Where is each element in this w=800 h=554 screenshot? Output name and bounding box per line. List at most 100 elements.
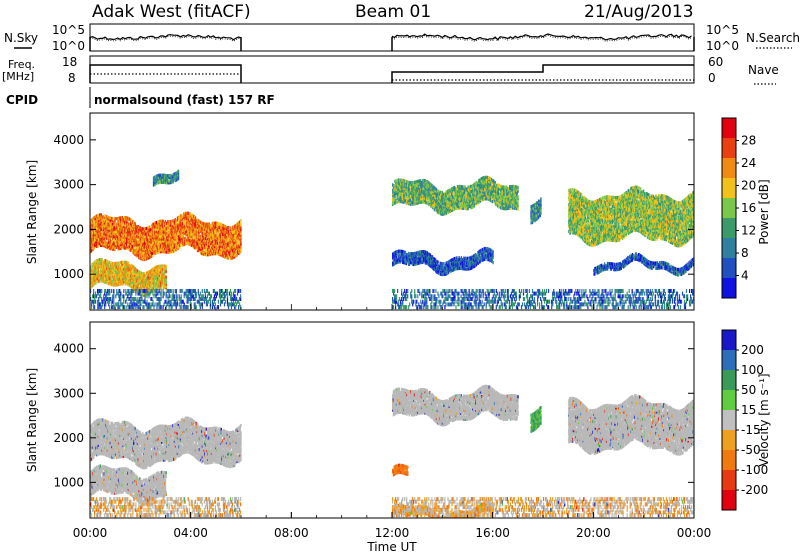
scatter-cell xyxy=(147,245,149,250)
scatter-cell xyxy=(173,223,176,228)
scatter-cell xyxy=(161,269,164,273)
scatter-cell xyxy=(212,239,214,243)
scatter-cell xyxy=(222,252,224,256)
scatter-cell xyxy=(111,229,114,233)
scatter-cell xyxy=(410,184,413,188)
scatter-cell xyxy=(120,234,122,238)
scatter-cell xyxy=(126,245,128,249)
scatter-cell xyxy=(148,234,150,238)
scatter-cell xyxy=(232,225,235,229)
scatter-cell xyxy=(411,197,413,201)
scatter-cell xyxy=(151,239,154,243)
scatter-cell xyxy=(208,238,210,242)
scatter-cell xyxy=(156,233,158,237)
scatter-cell xyxy=(227,231,229,235)
scatter-cell xyxy=(150,251,152,255)
scatter-cell xyxy=(208,233,210,237)
scatter-cell xyxy=(90,275,92,279)
scatter-cell xyxy=(219,233,221,237)
scatter-cell xyxy=(101,242,103,246)
scatter-cell xyxy=(208,245,210,249)
scatter-cell xyxy=(158,175,160,179)
scatter-cell xyxy=(213,235,216,240)
scatter-cell xyxy=(163,173,165,177)
scatter-cell xyxy=(227,243,229,248)
scatter-cell xyxy=(151,273,154,277)
scatter-cell xyxy=(213,241,215,245)
scatter-cell xyxy=(240,246,242,250)
scatter-cell xyxy=(147,254,149,258)
scatter-cell xyxy=(134,285,136,289)
scatter-cell xyxy=(127,216,129,220)
scatter-cell xyxy=(109,268,111,272)
scatter-cell xyxy=(175,244,177,248)
scatter-cell xyxy=(232,241,235,245)
scatter-cell xyxy=(187,236,189,240)
scatter-cell xyxy=(98,270,100,274)
scatter-cell xyxy=(220,253,222,257)
scatter-cell xyxy=(176,232,179,236)
scatter-cell xyxy=(131,228,133,232)
noise-tick-bottom-left: 10^0 xyxy=(52,39,85,53)
scatter-cell xyxy=(175,230,177,234)
scatter-cell xyxy=(201,236,204,240)
scatter-cell xyxy=(114,274,117,278)
scatter-cell xyxy=(139,274,142,278)
scatter-cell xyxy=(204,222,206,226)
scatter-cell xyxy=(115,227,118,232)
scatter-cell xyxy=(96,259,98,263)
scatter-cell xyxy=(159,175,162,179)
scatter-cell xyxy=(163,221,165,225)
scatter-cell xyxy=(392,190,394,194)
scatter-cell xyxy=(91,227,93,231)
scatter-cell xyxy=(115,242,118,246)
scatter-cell xyxy=(105,280,107,284)
scatter-cell xyxy=(213,232,216,236)
scatter-cell xyxy=(164,180,166,185)
scatter-cell xyxy=(163,244,165,248)
scatter-cell xyxy=(188,222,190,226)
scatter-cell xyxy=(410,186,413,190)
scatter-cell xyxy=(170,237,172,241)
scatter-cell xyxy=(148,287,151,292)
scatter-cell xyxy=(121,239,124,243)
scatter-cell xyxy=(93,268,95,272)
scatter-cell xyxy=(151,223,154,227)
scatter-cell xyxy=(124,230,126,234)
scatter-cell xyxy=(412,200,414,204)
scatter-cell xyxy=(114,235,117,239)
scatter-cell xyxy=(112,281,115,285)
scatter-cell xyxy=(173,218,175,223)
scatter-cell xyxy=(109,239,111,243)
scatter-cell xyxy=(238,236,241,240)
scatter-cell xyxy=(222,238,224,242)
scatter-cell xyxy=(138,256,140,260)
nave-tick-bottom: 0 xyxy=(708,71,716,85)
scatter-cell xyxy=(182,216,185,220)
scatter-cell xyxy=(414,187,416,191)
scatter-cell xyxy=(98,240,100,244)
scatter-cell xyxy=(130,248,132,252)
scatter-cell xyxy=(128,247,130,251)
scatter-cell xyxy=(197,227,199,231)
scatter-cell xyxy=(410,182,413,187)
scatter-cell xyxy=(178,245,180,250)
scatter-cell xyxy=(220,230,222,234)
scatter-cell xyxy=(405,183,407,187)
nave-tick-top: 60 xyxy=(708,55,723,69)
scatter-cell xyxy=(149,283,151,288)
scatter-cell xyxy=(210,234,213,238)
nsearch-trace xyxy=(391,35,692,42)
scatter-cell xyxy=(117,268,120,272)
scatter-cell xyxy=(117,229,119,233)
scatter-cell xyxy=(181,216,183,221)
scatter-cell xyxy=(136,231,139,235)
scatter-cell xyxy=(118,230,121,235)
scatter-cell xyxy=(117,275,120,279)
scatter-cell xyxy=(96,266,98,270)
scatter-cell xyxy=(141,291,143,295)
scatter-cell xyxy=(115,245,118,249)
scatter-cell xyxy=(182,230,185,234)
scatter-cell xyxy=(400,183,402,187)
scatter-cell xyxy=(156,227,158,231)
